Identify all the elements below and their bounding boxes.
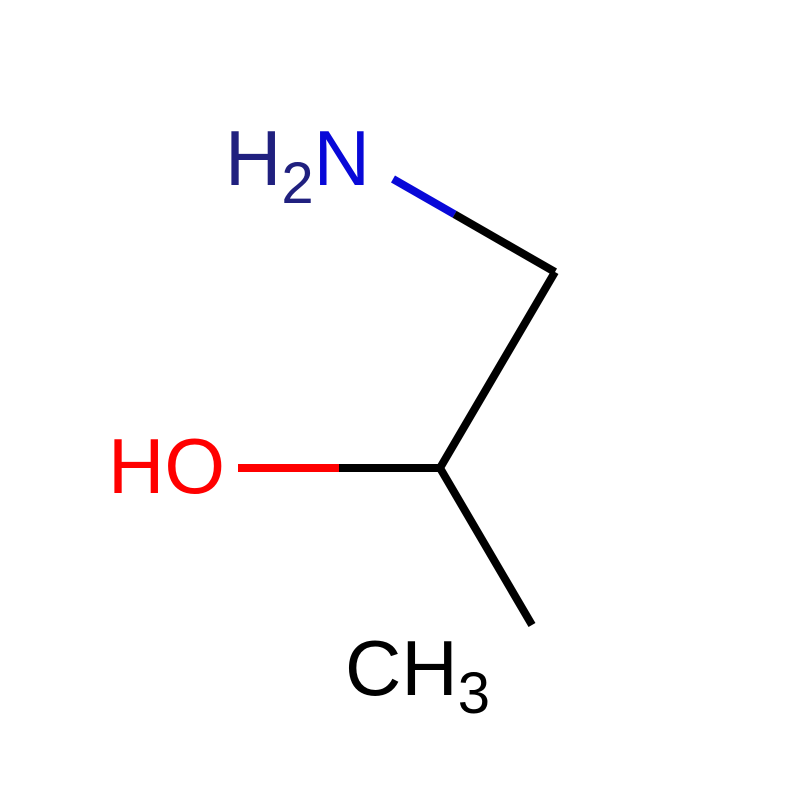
atom-label-C3: CH3 xyxy=(345,624,490,726)
atom-label-N: H2N xyxy=(225,114,370,216)
atom-label-O: HO xyxy=(108,422,225,510)
molecule-diagram: H2N HO CH3 xyxy=(0,0,800,800)
bonds-layer xyxy=(238,179,555,625)
bond-C1-C2 xyxy=(440,272,555,468)
bond-N-C1 xyxy=(455,214,555,272)
bond-C2-C3 xyxy=(440,468,532,625)
bond-N-C1 xyxy=(393,179,455,214)
